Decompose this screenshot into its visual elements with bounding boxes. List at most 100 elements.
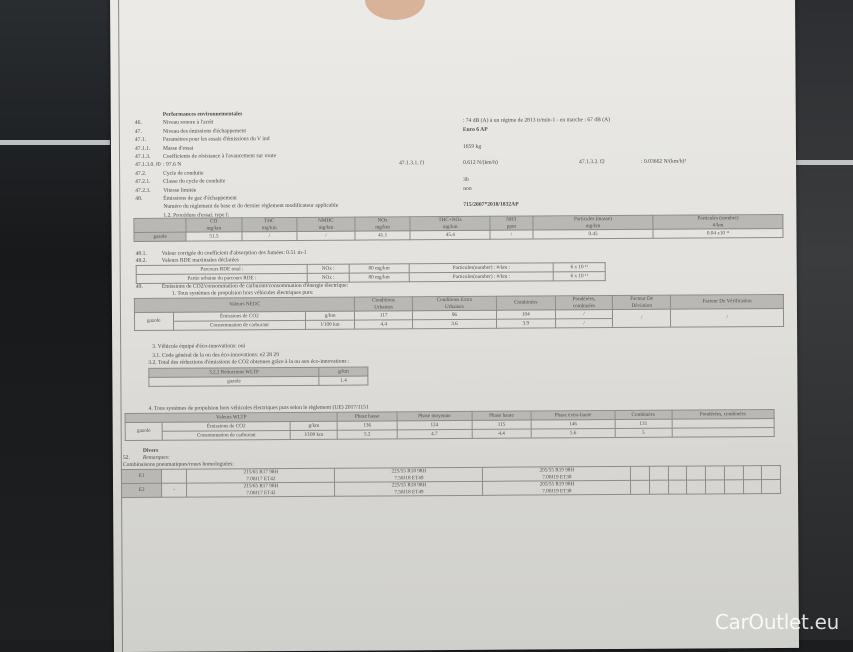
line-number: 47.1.1.: [134, 145, 151, 152]
wltp-table: Valeurs WLTP Phase basse Phase moyenne Phas…: [125, 409, 775, 441]
line-right-value: : 0.03662 N/(km/h)²: [641, 158, 687, 166]
line-label: Émissions de gaz d'échappement: [163, 195, 237, 202]
line-number: 48.: [135, 195, 143, 202]
table-cell: g/km: [319, 367, 368, 377]
table-cell: THC+NOx mg/km: [410, 216, 491, 231]
table-cell: 0.45: [532, 229, 654, 240]
table-cell: [649, 480, 669, 495]
table-cell: /: [555, 309, 613, 320]
line-number: 46.: [134, 120, 142, 127]
table-cell: Partie urbaine du parcours RDE :: [136, 273, 308, 284]
table-cell: 124: [396, 420, 472, 430]
table-cell: Particules (nombre) #/km: [653, 214, 783, 230]
table-cell: 225/55 R18 98H 7.50J18 ET49: [334, 467, 483, 483]
table-cell: [630, 480, 650, 495]
table-cell: Phase basse: [337, 411, 397, 422]
line-number: 47.2.: [135, 170, 147, 177]
table-row: Partie urbaine du parcours RDE : NOx :80 …: [136, 271, 606, 284]
table-cell: [161, 469, 187, 484]
table-cell: /: [612, 309, 671, 328]
table-cell: 6 x 10 ¹¹: [553, 262, 606, 272]
table-cell: [724, 465, 744, 481]
line-label: : 97.6 N: [163, 162, 182, 169]
table-cell: gazole: [148, 376, 320, 387]
table-cell: 117: [354, 310, 413, 321]
table-cell: Particules (masse) mg/km: [532, 215, 654, 231]
table-cell: E1: [121, 469, 162, 484]
table-cell: 131: [614, 419, 672, 429]
fuel-cell: gazole: [134, 312, 174, 331]
line-label: Performances environnementales: [162, 111, 243, 118]
table-cell: Facteur De Vérification: [670, 294, 784, 310]
tyre-row: E2-215/65 R17 98H 7.00J17 ET42 225/55 R18 …: [121, 479, 781, 498]
line-label: Classe du cycle de conduite: [163, 178, 226, 185]
table-cell: g/km: [290, 421, 338, 431]
watermark-logo: CarOutlet.eu: [714, 610, 839, 634]
table-cell: [630, 466, 650, 481]
table-cell: [761, 479, 781, 494]
table-cell: Combinées: [496, 295, 556, 311]
line-number: 47.2.1.: [135, 179, 151, 186]
table-cell: [671, 427, 775, 438]
table-cell: Conditions Extra Urbaines: [412, 296, 497, 311]
line-label: Numéro du règlement de base et du dernie…: [163, 203, 339, 211]
line-48-1-num: 48.1.: [135, 250, 147, 257]
table-cell: Valeurs NEDC: [134, 297, 355, 313]
line-right-label: 47.1.3.2. f2: [579, 159, 605, 166]
table-cell: Phase moyenne: [396, 411, 472, 421]
table-cell: 104: [496, 310, 556, 320]
line-value: 1659 kg: [462, 143, 482, 150]
table-cell: /: [555, 318, 613, 329]
table-cell: [743, 479, 762, 495]
table-cell: Consommation de carburant: [173, 320, 306, 331]
table-cell: [761, 465, 781, 480]
table-cell: Pondérées, combinées: [555, 295, 613, 311]
table-cell: Facteur De Déviation: [612, 295, 671, 310]
table-cell: NMHC mg/km: [296, 217, 355, 232]
line-number: 47.: [134, 128, 142, 135]
table-cell: 215/65 R17 98H 7.00J17 ET42: [186, 482, 335, 498]
table-cell: [686, 480, 706, 495]
table-cell: [133, 218, 187, 233]
table-cell: l/100 km: [290, 430, 338, 440]
line-label: Paramètres pour les essais d'émissions d…: [162, 136, 270, 143]
line-value: 3b: [463, 177, 469, 184]
table-cell: 205/55 R19 98H 7.00J19 ET38: [482, 480, 631, 496]
table-cell: 3.9: [496, 319, 556, 329]
table-cell: NOx mg/km: [354, 216, 411, 232]
table-cell: Particules(number) : #/km :: [409, 271, 554, 282]
table-cell: [724, 479, 744, 495]
table-cell: [742, 465, 762, 480]
table-cell: 225/55 R18 98H 7.50J18 ET49: [334, 481, 483, 497]
table-cell: 136: [337, 420, 397, 431]
line-number: 47.1.3.: [134, 153, 151, 160]
line-value: 715/2007*2018/1832AP: [463, 201, 519, 209]
background-light: [0, 140, 110, 145]
table-cell: /: [241, 231, 298, 241]
line-number: 47.1.3.0. f0: [135, 162, 161, 169]
table-cell: NOx :: [307, 273, 349, 283]
line-number: 47.1.: [134, 137, 147, 144]
table-cell: Combinées: [614, 410, 672, 420]
document-page: Performances environnementales 46. Niveau …: [110, 0, 800, 652]
table-cell: [649, 466, 669, 481]
line-label: Niveau sonore à l'arrêt: [162, 119, 214, 127]
table-cell: 5.2: [337, 429, 397, 440]
table-cell: 3.6: [412, 319, 497, 329]
table-cell: [705, 480, 725, 495]
line-label: Cycle de conduite: [163, 170, 204, 177]
eco-line-3-2: 3.2. Total des réductions d'émissions de…: [148, 358, 350, 366]
table-cell: 51.5: [186, 231, 242, 242]
fuel-cell: gazole: [125, 422, 163, 441]
emissions-table: CO mg/km THC mg/km NMHC mg/km NOx mg/km THC+NOx m…: [133, 214, 784, 242]
table-cell: 4.4: [471, 429, 532, 439]
line-value: : 74 dB (A) à un régime de 2813 tr/min-1…: [462, 117, 611, 125]
table-cell: 45.4: [410, 230, 491, 240]
line-52-num: 52.: [122, 454, 130, 462]
thumb: [365, 0, 425, 20]
table-cell: 4.7: [396, 429, 472, 439]
line-value: Euro 6 AP: [462, 126, 488, 133]
table-cell: 215/65 R17 98H 7.00J17 ET42: [186, 468, 335, 484]
line-49-num: 49.: [135, 283, 143, 290]
table-cell: /: [296, 231, 355, 241]
